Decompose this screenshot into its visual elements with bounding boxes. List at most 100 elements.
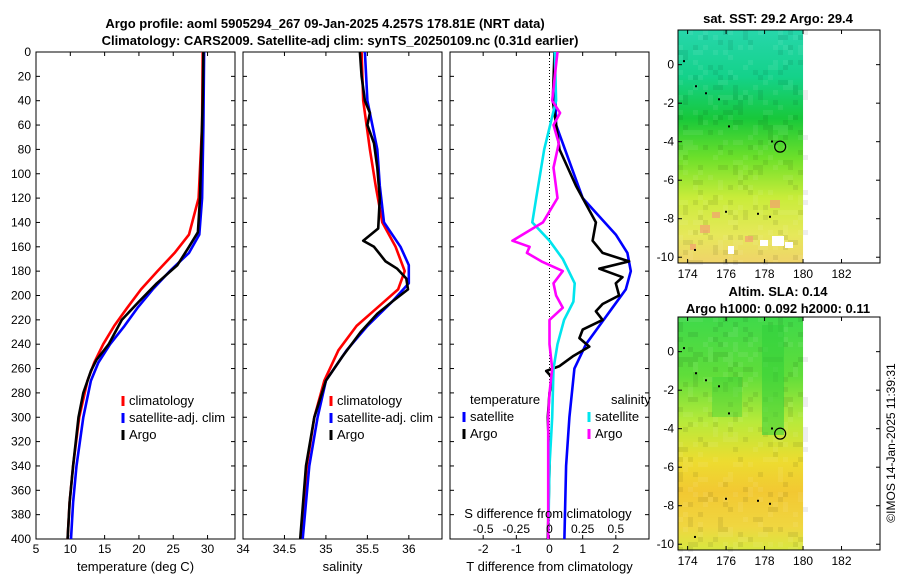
salinity-legend-label: Argo bbox=[337, 427, 364, 442]
sla_map-pixel bbox=[783, 387, 788, 392]
sla_map-pixel bbox=[723, 477, 728, 482]
sst_map-pixel bbox=[678, 215, 683, 220]
sla_map-pixel bbox=[688, 397, 693, 402]
sla_map-pixel bbox=[778, 492, 783, 497]
sla_map-pixel bbox=[783, 342, 788, 347]
temperature-panel: 0 20 40 60 80 100 120 140 160 180 200 220 240 260 280 3… bbox=[11, 45, 236, 574]
sla_map-pixel bbox=[753, 482, 758, 487]
sst_map-pixel bbox=[683, 200, 688, 205]
sla_map-pixel bbox=[733, 332, 738, 337]
sst_map-pixel bbox=[733, 105, 738, 110]
sst_map-island bbox=[695, 85, 697, 88]
sla_map-pixel bbox=[733, 417, 738, 422]
sla_map-pixel bbox=[698, 462, 703, 467]
sst_map-pixel bbox=[743, 210, 748, 215]
sla_map-pixel bbox=[688, 362, 693, 367]
salinity-series-satellite-adj-clim bbox=[301, 51, 411, 540]
sla_map-pixel bbox=[788, 342, 793, 347]
difference-xlabel: T difference from climatology bbox=[466, 559, 633, 574]
sst_map-pixel bbox=[773, 245, 778, 250]
sst_map-pixel bbox=[718, 180, 723, 185]
sst_map-pixel bbox=[773, 60, 778, 65]
sla_map-pixel bbox=[793, 362, 798, 367]
sst_map-pixel bbox=[733, 250, 738, 255]
sla_map-pixel bbox=[803, 437, 808, 442]
sst_map-pixel bbox=[788, 45, 793, 50]
sla_map-pixel bbox=[678, 337, 683, 342]
sla_map-pixel bbox=[688, 522, 693, 527]
sst_map-argo-marker bbox=[774, 140, 787, 153]
sst_map-pixel bbox=[803, 190, 808, 195]
sla_map-pixel bbox=[713, 367, 718, 372]
sst_map-pixel bbox=[678, 220, 683, 225]
sst_map-pixel bbox=[738, 160, 743, 165]
sst_map-pixel bbox=[708, 235, 713, 240]
depth-tick-label: 300 bbox=[11, 410, 31, 424]
sla_map-pixel bbox=[803, 502, 808, 507]
sla_map-pixel bbox=[678, 327, 683, 332]
sla_map-pixel bbox=[743, 487, 748, 492]
sla_map-pixel bbox=[768, 512, 773, 517]
difference-xtick-label: -2 bbox=[478, 542, 489, 556]
sst_map-pixel bbox=[748, 190, 753, 195]
sla_map-pixel bbox=[678, 407, 683, 412]
sst_map-pixel bbox=[788, 85, 793, 90]
sla_map-pixel bbox=[743, 412, 748, 417]
sst_map-pixel bbox=[683, 145, 688, 150]
sst_map-pixel bbox=[713, 120, 718, 125]
watermark: ©IMOS 14-Jan-2025 11:39:31 bbox=[884, 363, 898, 523]
sst_map-pixel bbox=[718, 40, 723, 45]
salinity-legend-label: climatology bbox=[337, 393, 403, 408]
sst_map-pixel bbox=[683, 170, 688, 175]
sst_map-pixel bbox=[713, 85, 718, 90]
depth-tick-label: 200 bbox=[11, 289, 31, 303]
sst_map-pixel bbox=[763, 100, 768, 105]
sst-warm-patch bbox=[712, 212, 720, 218]
sla_map-pixel bbox=[688, 422, 693, 427]
sst_map-pixel bbox=[788, 175, 793, 180]
sst_map-pixel bbox=[773, 135, 778, 140]
sla-green-band bbox=[762, 325, 784, 435]
sst_map-pixel bbox=[743, 35, 748, 40]
sla_map-pixel bbox=[708, 377, 713, 382]
depth-tick-label: 260 bbox=[11, 362, 31, 376]
sla_map-pixel bbox=[688, 317, 693, 322]
sla_map-pixel bbox=[738, 377, 743, 382]
sla_map-pixel bbox=[698, 352, 703, 357]
sst_map-pixel bbox=[768, 135, 773, 140]
temperature-xtick-label: 25 bbox=[167, 542, 181, 556]
sst_map-pixel bbox=[788, 195, 793, 200]
sst_map-pixel bbox=[783, 80, 788, 85]
sla_map-pixel bbox=[698, 512, 703, 517]
sst_map-pixel bbox=[748, 145, 753, 150]
sla_map-pixel bbox=[693, 317, 698, 322]
sst_map-pixel bbox=[683, 220, 688, 225]
sla_map-ytick-label: -6 bbox=[663, 460, 674, 474]
sst_map-pixel bbox=[698, 220, 703, 225]
sst_map-pixel bbox=[688, 30, 693, 35]
sla_map-pixel bbox=[738, 372, 743, 377]
sla_map-pixel bbox=[738, 532, 743, 537]
sst_map-pixel bbox=[678, 155, 683, 160]
sst_map-pixel bbox=[748, 170, 753, 175]
difference-panel: -2 -1 0 1 2 T difference from climatology temp… bbox=[449, 51, 651, 574]
sla_map-pixel bbox=[748, 462, 753, 467]
sst_map-pixel bbox=[758, 250, 763, 255]
sla_map-pixel bbox=[783, 482, 788, 487]
sla_map-pixel bbox=[698, 522, 703, 527]
sla_map-pixel bbox=[803, 542, 808, 547]
sla_map-pixel bbox=[738, 352, 743, 357]
sst_map-pixel bbox=[733, 165, 738, 170]
sla_map-pixel bbox=[718, 517, 723, 522]
sla_map-pixel bbox=[718, 527, 723, 532]
sla_map-pixel bbox=[688, 412, 693, 417]
sst_map-pixel bbox=[798, 215, 803, 220]
temperature-xtick-label: 10 bbox=[64, 542, 78, 556]
sla_map-pixel bbox=[713, 442, 718, 447]
sst_map-pixel bbox=[798, 210, 803, 215]
sla_map-pixel bbox=[703, 442, 708, 447]
sst_map-pixel bbox=[768, 130, 773, 135]
sst_map-pixel bbox=[758, 140, 763, 145]
sla_map-pixel bbox=[678, 517, 683, 522]
sst_map-pixel bbox=[693, 85, 698, 90]
